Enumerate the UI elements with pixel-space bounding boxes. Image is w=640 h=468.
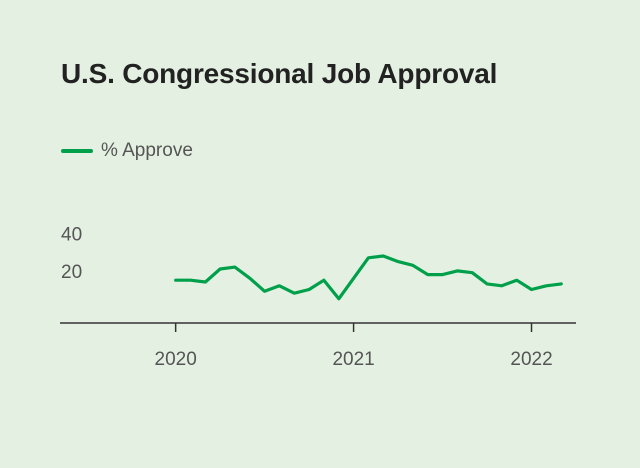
x-tick-label-2021: 2021 bbox=[332, 349, 374, 370]
x-tick-label-2022: 2022 bbox=[510, 349, 552, 370]
y-tick-label-20: 20 bbox=[61, 262, 82, 283]
x-tick-label-2020: 2020 bbox=[155, 349, 197, 370]
legend: % Approve bbox=[61, 140, 193, 162]
legend-swatch-approve bbox=[61, 149, 93, 153]
series-line-approve bbox=[174, 254, 563, 301]
chart-title: U.S. Congressional Job Approval bbox=[61, 58, 498, 89]
legend-label-approve: % Approve bbox=[101, 140, 193, 161]
y-tick-label-40: 40 bbox=[61, 225, 82, 246]
